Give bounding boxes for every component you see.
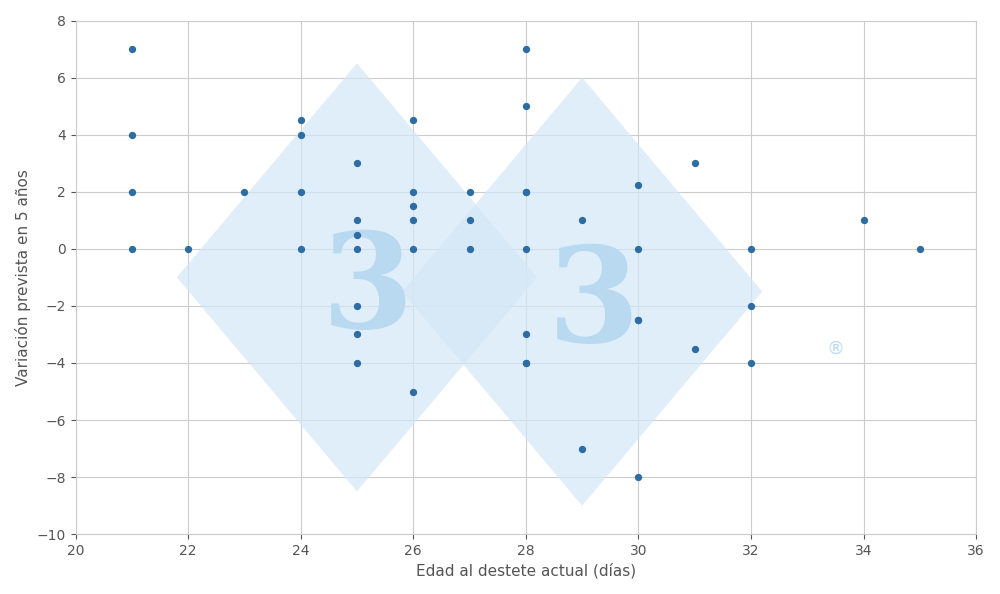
Point	[687, 344, 703, 353]
Point	[856, 216, 872, 225]
Point	[630, 244, 646, 254]
Point	[405, 244, 421, 254]
Point	[630, 315, 646, 325]
Point	[405, 216, 421, 225]
Point	[743, 244, 759, 254]
Point	[349, 330, 365, 339]
Point	[518, 187, 534, 197]
Point	[180, 244, 196, 254]
Point	[293, 130, 309, 140]
Point	[462, 244, 478, 254]
Point	[349, 244, 365, 254]
Polygon shape	[402, 78, 762, 505]
Polygon shape	[177, 64, 537, 491]
Text: ®: ®	[826, 340, 844, 358]
Point	[405, 387, 421, 396]
Point	[405, 201, 421, 211]
Point	[349, 216, 365, 225]
Point	[236, 187, 252, 197]
Point	[293, 116, 309, 125]
Point	[349, 301, 365, 311]
Point	[743, 358, 759, 368]
Point	[462, 187, 478, 197]
Point	[293, 244, 309, 254]
Point	[518, 358, 534, 368]
Point	[124, 187, 140, 197]
Text: 3: 3	[547, 241, 639, 371]
Point	[687, 159, 703, 168]
Point	[349, 230, 365, 239]
Point	[349, 358, 365, 368]
Point	[518, 102, 534, 111]
Point	[518, 244, 534, 254]
Point	[630, 472, 646, 482]
Point	[518, 330, 534, 339]
Text: 3: 3	[322, 227, 414, 356]
Point	[574, 444, 590, 453]
Point	[912, 244, 928, 254]
Point	[405, 116, 421, 125]
Point	[518, 45, 534, 54]
Point	[124, 244, 140, 254]
Point	[743, 301, 759, 311]
Point	[630, 315, 646, 325]
X-axis label: Edad al destete actual (días): Edad al destete actual (días)	[416, 564, 636, 579]
Point	[405, 187, 421, 197]
Point	[518, 358, 534, 368]
Point	[462, 216, 478, 225]
Point	[574, 216, 590, 225]
Point	[124, 45, 140, 54]
Point	[124, 130, 140, 140]
Point	[349, 159, 365, 168]
Point	[518, 187, 534, 197]
Point	[630, 180, 646, 189]
Point	[293, 187, 309, 197]
Y-axis label: Variación prevista en 5 años: Variación prevista en 5 años	[15, 169, 31, 386]
